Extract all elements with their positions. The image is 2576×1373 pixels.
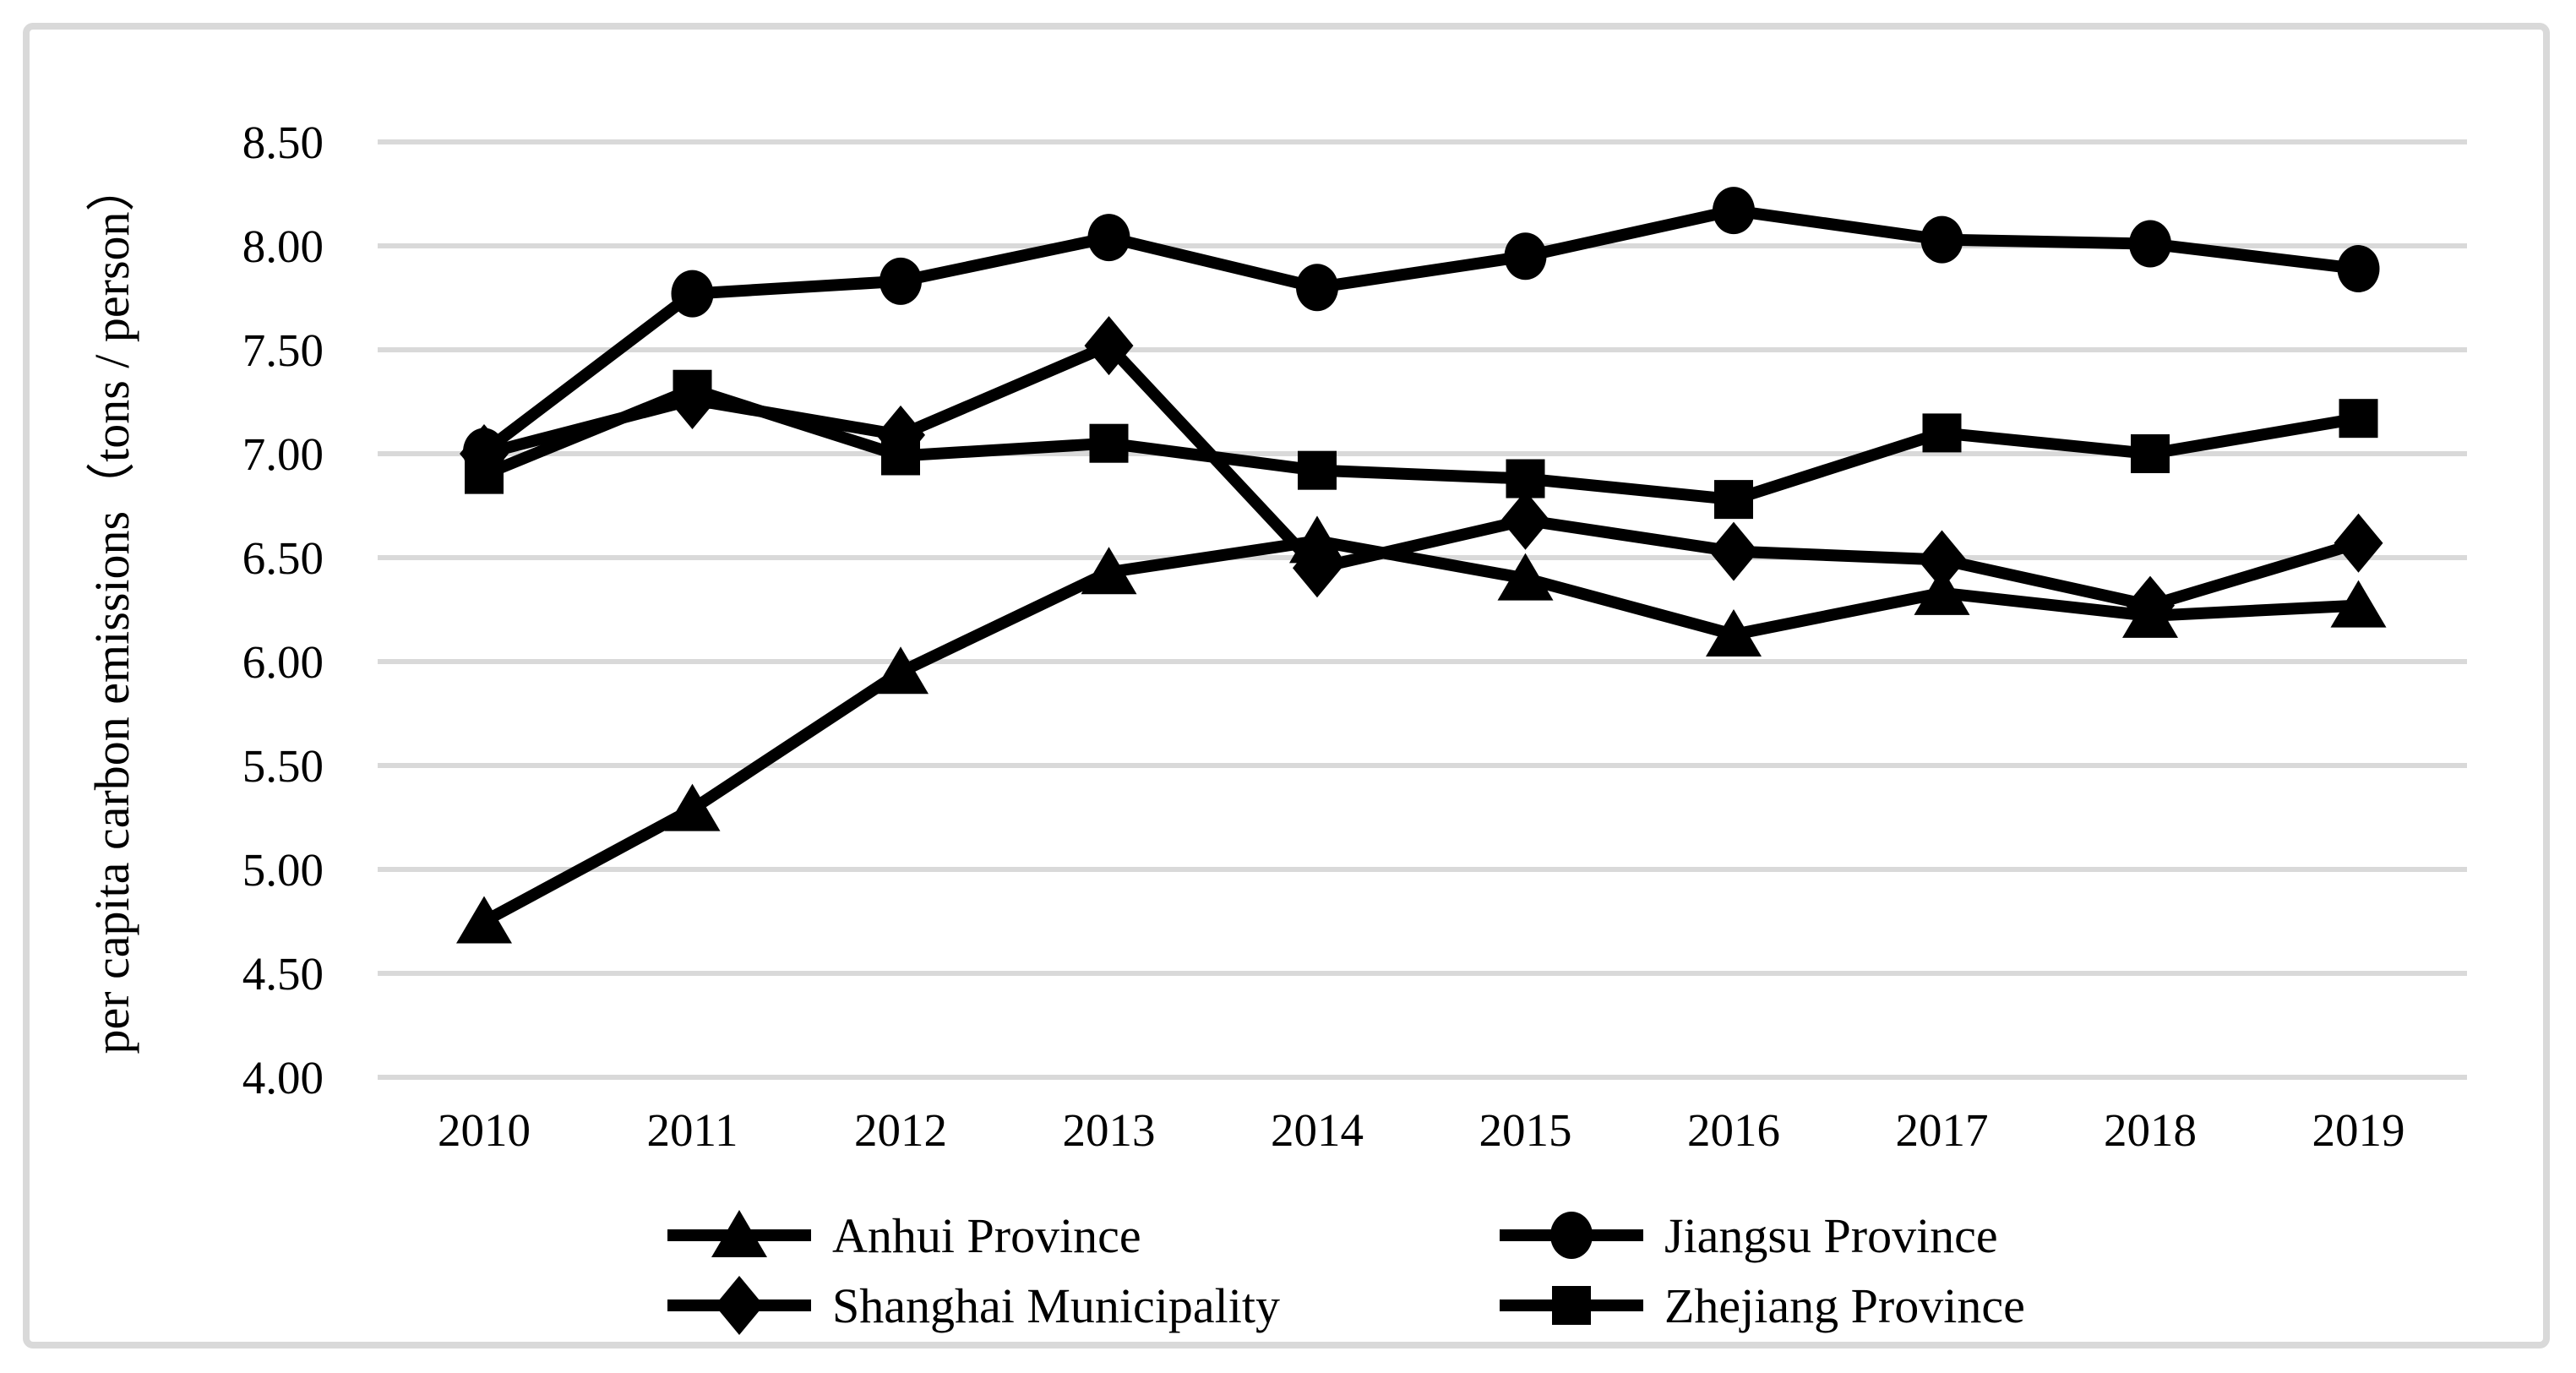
x-tick-label: 2010 <box>438 1104 531 1156</box>
y-tick-label: 7.50 <box>242 324 324 376</box>
square-marker <box>1089 423 1129 463</box>
x-axis-tick-labels: 2010 2011 2012 2013 2014 2015 2016 2017 2018 2019 <box>438 1104 2405 1156</box>
circle-marker <box>1504 232 1547 281</box>
y-tick-label: 5.50 <box>242 740 324 792</box>
circle-marker <box>1550 1212 1593 1259</box>
y-tick-label: 8.50 <box>242 117 324 168</box>
square-marker <box>2131 434 2170 473</box>
diamond-marker <box>1917 530 1967 590</box>
x-tick-label: 2015 <box>1479 1104 1572 1156</box>
x-tick-label: 2013 <box>1063 1104 1156 1156</box>
y-tick-label: 5.00 <box>242 844 324 896</box>
x-tick-label: 2017 <box>1896 1104 1989 1156</box>
diamond-marker <box>715 1276 764 1335</box>
circle-marker <box>1087 214 1130 262</box>
triangle-marker <box>873 646 929 695</box>
y-tick-label: 7.00 <box>242 428 324 480</box>
triangle-marker <box>1706 609 1762 657</box>
series-lines-group <box>480 204 2361 927</box>
diamond-marker <box>667 370 717 430</box>
legend-item-anhui-province: Anhui Province <box>667 1208 1141 1263</box>
circle-marker <box>1713 187 1755 235</box>
square-marker <box>1922 413 1962 453</box>
x-tick-label: 2014 <box>1271 1104 1364 1156</box>
legend-label: Zhejiang Province <box>1664 1278 2025 1333</box>
legend-label: Shanghai Municipality <box>832 1278 1280 1333</box>
legend-item-jiangsu-province: Jiangsu Province <box>1500 1208 1998 1263</box>
diamond-marker <box>2334 513 2383 573</box>
x-tick-label: 2011 <box>647 1104 738 1156</box>
y-tick-label: 4.50 <box>242 948 324 1000</box>
square-marker <box>1714 480 1753 520</box>
triangle-marker <box>2330 580 2387 628</box>
y-tick-label: 8.00 <box>242 221 324 272</box>
x-tick-label: 2012 <box>854 1104 947 1156</box>
circle-marker <box>1920 215 1963 264</box>
series-line-jiangsu-province <box>480 204 2360 457</box>
circle-marker <box>2129 220 2171 268</box>
y-tick-label: 6.50 <box>242 532 324 584</box>
series-markers-group <box>456 187 2387 944</box>
circle-marker <box>880 257 922 305</box>
legend-item-zhejiang-province: Zhejiang Province <box>1500 1278 2025 1333</box>
square-marker <box>2339 399 2378 439</box>
x-tick-label: 2016 <box>1687 1104 1780 1156</box>
x-tick-label: 2019 <box>2312 1104 2405 1156</box>
diamond-marker <box>1709 521 1758 581</box>
diamond-marker <box>2126 575 2175 635</box>
legend-label: Anhui Province <box>832 1208 1141 1263</box>
diamond-marker <box>1293 538 1342 598</box>
diamond-marker <box>1084 316 1134 376</box>
triangle-marker <box>1081 547 1137 595</box>
triangle-marker <box>456 896 512 944</box>
legend-label: Jiangsu Province <box>1664 1208 1998 1263</box>
y-tick-label: 6.00 <box>242 636 324 688</box>
legend-item-shanghai-municipality: Shanghai Municipality <box>667 1276 1280 1335</box>
diamond-marker <box>1500 490 1550 550</box>
series-line-shanghai-municipality <box>482 338 2361 612</box>
triangle-marker <box>1497 553 1554 601</box>
circle-marker <box>671 270 714 318</box>
diamond-marker <box>876 405 925 465</box>
y-axis-tick-labels: 8.50 8.00 7.50 7.00 6.50 6.00 5.50 5.00 4.50 4.00 <box>242 117 324 1103</box>
triangle-marker <box>664 783 721 831</box>
triangle-marker <box>711 1210 767 1257</box>
y-tick-label: 4.00 <box>242 1052 324 1103</box>
y-axis-title: per capita carbon emissions（tons / perso… <box>84 162 139 1054</box>
square-marker <box>1552 1286 1591 1325</box>
x-tick-label: 2018 <box>2104 1104 2197 1156</box>
circle-marker <box>2337 245 2380 293</box>
diamond-marker <box>460 424 509 483</box>
series-line-anhui-province <box>481 535 2359 927</box>
triangle-marker <box>1914 567 1970 615</box>
square-marker <box>1298 450 1337 490</box>
chart-frame <box>23 23 2550 1348</box>
circle-marker <box>1296 264 1338 312</box>
legend: Anhui Province Jiangsu Province Shanghai M… <box>667 1208 2025 1335</box>
